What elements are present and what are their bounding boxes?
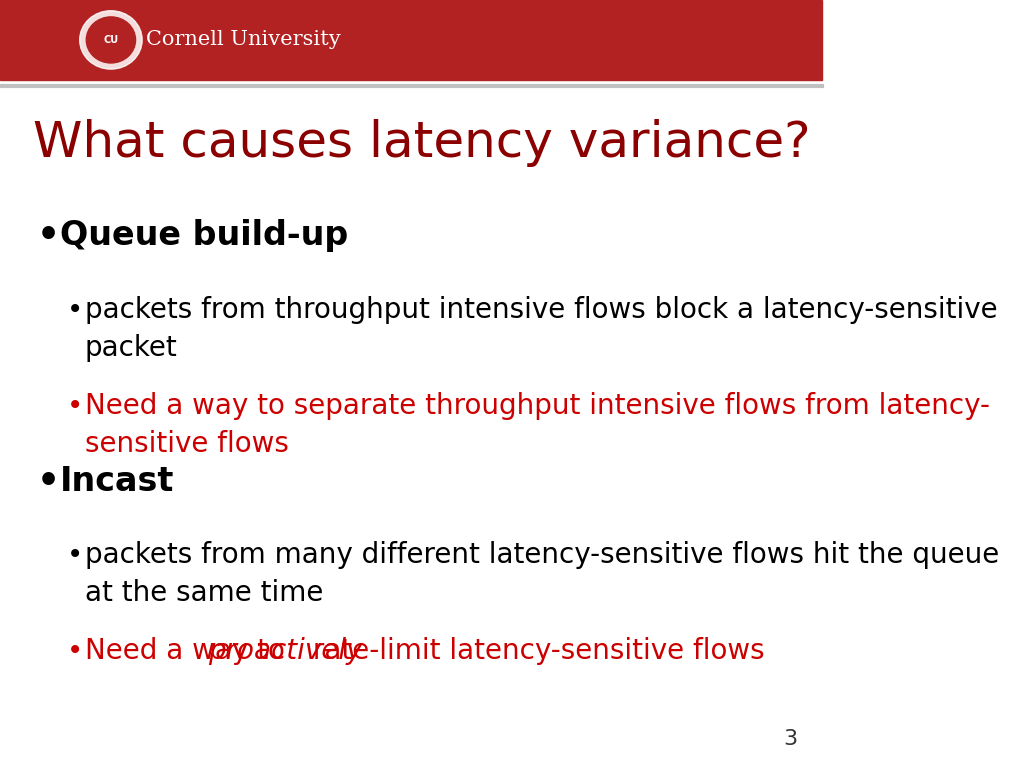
Text: CU: CU	[103, 35, 119, 45]
Text: Queue build-up: Queue build-up	[60, 219, 348, 252]
Bar	[0, 0, 821, 80]
Text: packets from throughput intensive flows block a latency-sensitive
packet: packets from throughput intensive flows …	[85, 296, 997, 362]
Text: Incast: Incast	[60, 465, 174, 498]
Text: proactively: proactively	[208, 637, 362, 665]
Text: 3: 3	[782, 729, 797, 749]
Text: •: •	[37, 219, 60, 253]
Text: •: •	[68, 296, 84, 323]
Text: packets from many different latency-sensitive flows hit the queue
at the same ti: packets from many different latency-sens…	[85, 541, 998, 607]
Text: rate-limit latency-sensitive flows: rate-limit latency-sensitive flows	[304, 637, 765, 665]
Text: Need a way to: Need a way to	[85, 637, 293, 665]
Text: What causes latency variance?: What causes latency variance?	[33, 119, 810, 167]
Text: Cornell University: Cornell University	[146, 31, 341, 49]
Circle shape	[86, 17, 135, 63]
Text: •: •	[68, 392, 84, 419]
Text: •: •	[68, 637, 84, 665]
Text: •: •	[37, 465, 60, 498]
Circle shape	[80, 11, 142, 69]
Text: •: •	[68, 541, 84, 569]
Text: Need a way to separate throughput intensive flows from latency-
sensitive flows: Need a way to separate throughput intens…	[85, 392, 989, 458]
